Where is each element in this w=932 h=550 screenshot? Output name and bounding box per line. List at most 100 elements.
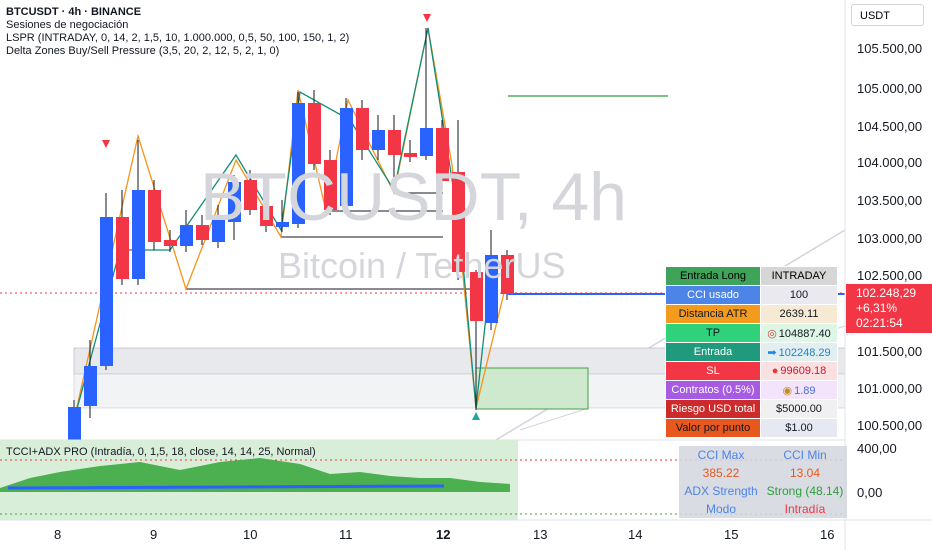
info-row: TP ◎ 104887.40 <box>665 323 838 343</box>
cci-max-label: CCI Max <box>697 448 745 462</box>
candle <box>388 130 401 155</box>
info-key: Entrada <box>665 342 761 362</box>
info-value: INTRADAY <box>760 266 838 286</box>
price-axis-label: 104.500,00 <box>857 119 923 134</box>
candle <box>164 240 177 246</box>
info-row: Contratos (0.5%) ◉ 1.89 <box>665 380 838 400</box>
candle <box>470 272 483 321</box>
candle <box>420 128 433 156</box>
price-axis-label: 104.000,00 <box>857 155 923 170</box>
sell-signal-icon <box>102 140 110 148</box>
info-row: Distancia ATR 2639.11 <box>665 304 838 324</box>
price-axis-label: 102.500,00 <box>857 268 923 283</box>
candle <box>84 366 97 406</box>
info-key: TP <box>665 323 761 343</box>
buy-signal-icon <box>472 412 480 420</box>
info-value: $1.00 <box>760 418 838 438</box>
candle <box>260 206 273 226</box>
price-axis-label: 103.000,00 <box>857 231 923 246</box>
info-value-text: $5000.00 <box>776 403 822 415</box>
time-axis-label: 10 <box>243 527 258 542</box>
info-value: ◎ 104887.40 <box>760 323 838 343</box>
adx-line <box>7 484 445 490</box>
info-value: $5000.00 <box>760 399 838 419</box>
mode-label: Modo <box>705 502 737 516</box>
info-value-text: INTRADAY <box>771 270 827 282</box>
adx-label: ADX Strength <box>684 484 758 498</box>
indicator-pane-title[interactable]: TCCI+ADX PRO (Intradía, 0, 1,5, 18, clos… <box>6 446 316 458</box>
time-axis-label: 11 <box>339 527 353 542</box>
adx-value: Strong (48.14) <box>766 484 844 498</box>
time-axis-label: 8 <box>54 527 62 542</box>
red-circle-icon: ● <box>771 365 779 377</box>
info-row: Riesgo USD total $5000.00 <box>665 399 838 419</box>
sell-signal-icon <box>423 14 431 22</box>
currency-selector-button[interactable]: USDT <box>851 4 924 26</box>
candle <box>501 255 514 294</box>
target-zone-box <box>475 367 589 410</box>
mode-value: Intradía <box>784 502 826 516</box>
info-row: SL ● 99609.18 <box>665 361 838 381</box>
candle <box>68 407 81 440</box>
info-key: SL <box>665 361 761 381</box>
info-key: Contratos (0.5%) <box>665 380 761 400</box>
time-axis-label: 12 <box>436 527 451 542</box>
candle <box>372 130 385 150</box>
candle <box>485 255 498 323</box>
info-value: ● 99609.18 <box>760 361 838 381</box>
cci-area <box>0 458 510 492</box>
info-row: CCI usado 100 <box>665 285 838 305</box>
info-value-text: $1.00 <box>785 422 813 434</box>
current-price-value: 102.248,29 <box>856 286 917 300</box>
candle <box>180 225 193 246</box>
candle <box>324 160 337 210</box>
candle <box>228 182 241 222</box>
zigzag-orange <box>73 27 511 421</box>
candle <box>116 217 129 279</box>
time-axis-label: 15 <box>724 527 739 542</box>
info-value-text: 100 <box>789 289 809 301</box>
time-axis-label: 14 <box>628 527 643 542</box>
candle <box>340 108 353 206</box>
info-value-text: 99609.18 <box>780 365 827 377</box>
watermark-description: Bitcoin / TetherUS <box>278 245 566 286</box>
info-key: Distancia ATR <box>665 304 761 324</box>
indicator-label[interactable]: Sesiones de negociación <box>6 19 129 31</box>
info-value: ➡ 102248.29 <box>760 342 838 362</box>
candle <box>100 217 113 366</box>
candle <box>436 128 449 181</box>
price-axis-label: 101.000,00 <box>857 381 923 396</box>
info-key: Valor por punto <box>665 418 761 438</box>
candle <box>356 108 369 150</box>
watermark-symbol: BTCUSDT, 4h <box>200 159 627 235</box>
current-price-tag: 102.248,29 +6,31% 02:21:54 <box>846 284 932 333</box>
info-key: Riesgo USD total <box>665 399 761 419</box>
money-bag-icon: ◉ <box>782 384 793 397</box>
candle <box>148 190 161 242</box>
symbol-title[interactable]: BTCUSDT · 4h · BINANCE <box>6 6 142 18</box>
cci-min-value: 13.04 <box>789 466 821 480</box>
info-value-text: 102248.29 <box>778 346 831 359</box>
price-change: +6,31% <box>856 301 898 315</box>
indicator-label[interactable]: Delta Zones Buy/Sell Pressure (3,5, 20, … <box>6 45 280 57</box>
indicator-label[interactable]: LSPR (INTRADAY, 0, 14, 2, 1,5, 10, 1.000… <box>6 32 350 44</box>
price-axis-label: 103.500,00 <box>857 193 923 208</box>
info-value-text: 104887.40 <box>778 327 831 340</box>
cci-max-value: 385.22 <box>702 466 740 480</box>
info-row: Entrada Long INTRADAY <box>665 266 838 286</box>
target-icon: ◎ <box>767 327 777 340</box>
info-value: 100 <box>760 285 838 305</box>
candle <box>196 225 209 240</box>
candle <box>244 180 257 210</box>
candle <box>452 172 465 272</box>
time-axis-label: 13 <box>533 527 548 542</box>
cci-adx-table: CCI Max CCI Min 385.22 13.04 ADX Strengt… <box>679 446 847 518</box>
candle <box>132 190 145 279</box>
info-row: Entrada ➡ 102248.29 <box>665 342 838 362</box>
info-row: Valor por punto $1.00 <box>665 418 838 438</box>
candle <box>212 220 225 242</box>
candlesticks <box>68 28 514 440</box>
time-axis-label: 16 <box>820 527 835 542</box>
